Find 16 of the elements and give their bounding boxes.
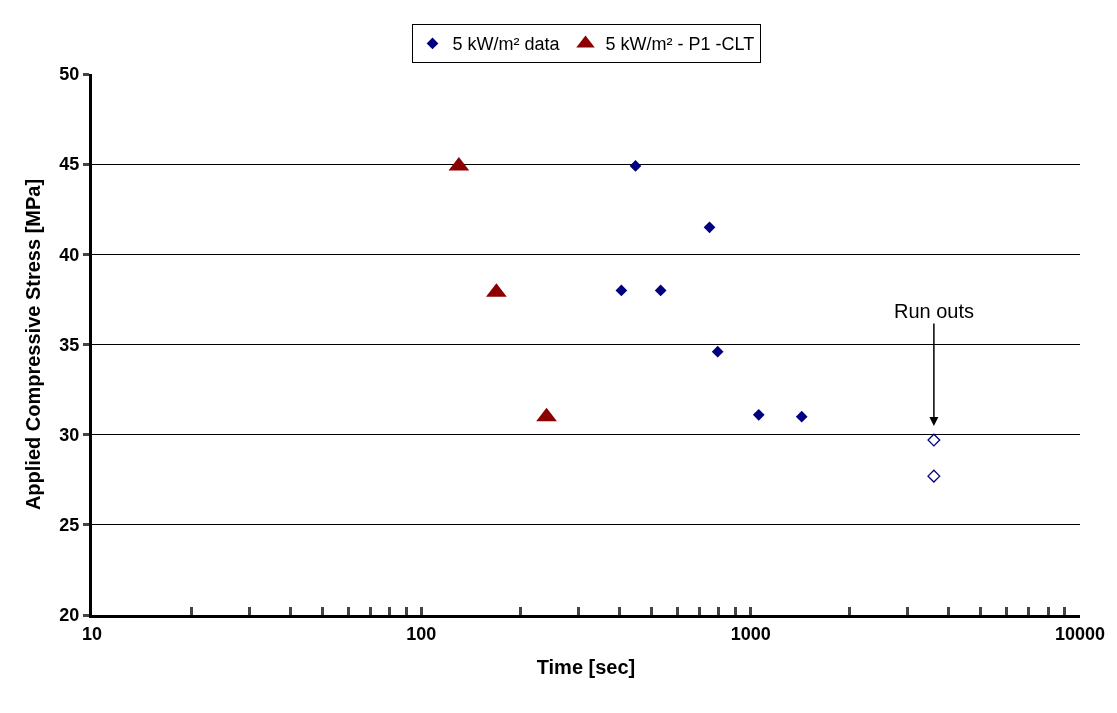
y-tick-label: 40 <box>59 244 80 265</box>
y-tick-label: 50 <box>59 64 80 85</box>
x-tick-label: 1000 <box>730 623 771 644</box>
y-tick-label: 35 <box>59 334 80 355</box>
y-tick-label: 30 <box>59 424 80 445</box>
y-tick-label: 25 <box>59 515 80 536</box>
y-tick-label: 20 <box>59 605 80 626</box>
y-tick-label: 45 <box>59 154 80 175</box>
legend-label: 5 kW/m² - P1 -CLT <box>605 34 755 55</box>
x-tick-label: 10 <box>81 623 103 644</box>
legend-label: 5 kW/m² data <box>452 34 561 55</box>
x-axis-title: Time [sec] <box>536 656 636 679</box>
x-tick-label: 100 <box>406 623 437 644</box>
annotation: Run outs <box>894 300 975 322</box>
x-tick-label: 10000 <box>1054 623 1106 644</box>
y-axis-title: Applied Compressive Stress [MPa] <box>21 178 44 511</box>
